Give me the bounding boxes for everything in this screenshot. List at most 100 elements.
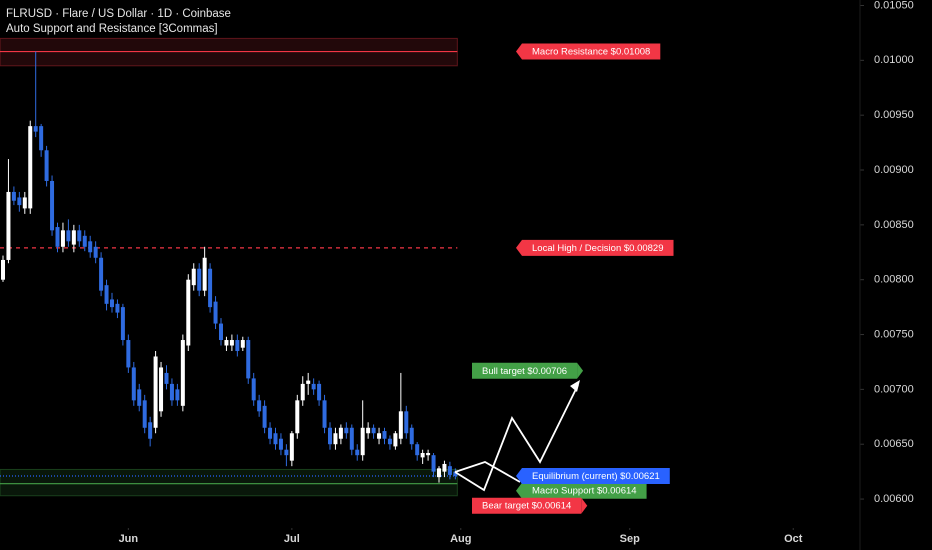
tag-bg xyxy=(516,43,661,60)
candle-body xyxy=(224,340,229,346)
candle-body xyxy=(208,268,213,308)
candle-body xyxy=(33,126,38,132)
y-tick-label: 0.00900 xyxy=(874,164,914,176)
tag-label: Bear target $0.00614 xyxy=(482,501,571,512)
candle-body xyxy=(120,307,125,341)
tag-label: Local High / Decision $0.00829 xyxy=(532,243,664,254)
candle-body xyxy=(82,235,87,247)
price-tag: Bear target $0.00614 xyxy=(472,497,588,514)
candle-body xyxy=(213,301,218,324)
candle-body xyxy=(322,400,327,428)
candle-body xyxy=(164,372,169,384)
candle-body xyxy=(246,340,251,379)
candle-body xyxy=(317,383,322,401)
projection-line xyxy=(454,461,521,483)
y-tick-label: 0.01000 xyxy=(874,54,914,66)
tag-bg xyxy=(516,482,647,499)
candle-body xyxy=(338,427,343,439)
candle-body xyxy=(88,241,93,253)
tag-tip xyxy=(577,362,584,379)
projection-arrow xyxy=(570,380,580,392)
candle-body xyxy=(0,259,5,280)
candle-body xyxy=(93,246,98,258)
candle-body xyxy=(295,400,300,434)
tag-label: Macro Support $0.00614 xyxy=(532,486,637,497)
candle-body xyxy=(262,405,267,428)
candle-body xyxy=(327,427,332,445)
candle-body xyxy=(66,230,71,242)
candle-body xyxy=(50,180,55,231)
price-tag: Macro Support $0.00614 xyxy=(516,482,647,499)
tag-label: Equilibrium (current) $0.00621 xyxy=(532,471,660,482)
candle-body xyxy=(382,431,387,439)
x-tick-label: Sep xyxy=(620,533,640,545)
candle-body xyxy=(360,427,365,456)
candle-body xyxy=(387,438,392,445)
candle-body xyxy=(159,367,164,412)
zone xyxy=(0,468,458,497)
chart-subtitle: Auto Support and Resistance [3Commas] xyxy=(6,23,218,35)
tag-tip xyxy=(581,497,588,514)
candle-body xyxy=(240,340,245,348)
candle-body xyxy=(431,455,436,472)
candle-body xyxy=(186,279,191,346)
candle-body xyxy=(218,323,223,341)
candle-body xyxy=(398,411,403,439)
candle-body xyxy=(289,433,294,461)
candle-body xyxy=(268,427,273,439)
candle-body xyxy=(55,227,60,247)
candle-body xyxy=(420,452,425,458)
candle-body xyxy=(169,383,174,401)
plot-layer: 0.01050 0.01000 0.00950 0.00900 0.00850 0.008… xyxy=(0,0,914,545)
candle-body xyxy=(115,303,120,313)
candle-body xyxy=(11,191,16,201)
price-tag: Equilibrium (current) $0.00621 xyxy=(516,468,670,485)
price-tag: Macro Resistance $0.01008 xyxy=(516,43,661,60)
price-tag: Local High / Decision $0.00829 xyxy=(516,239,674,256)
candle-body xyxy=(17,197,22,206)
candle-body xyxy=(126,340,131,368)
candle-body xyxy=(447,466,452,475)
candle-body xyxy=(104,285,109,304)
candle-body xyxy=(137,389,142,406)
candle-body xyxy=(229,340,234,346)
candle-body xyxy=(60,230,65,247)
candle-body xyxy=(426,452,431,456)
candle-body xyxy=(278,438,283,450)
candle-body xyxy=(409,427,414,445)
candle-body xyxy=(77,230,82,242)
x-tick-label: Aug xyxy=(450,533,471,545)
candle-body xyxy=(306,380,311,384)
y-tick-label: 0.00600 xyxy=(874,493,914,505)
tag-bg xyxy=(516,239,674,256)
candle-body xyxy=(344,427,349,434)
tag-label: Macro Resistance $0.01008 xyxy=(532,47,650,58)
chart-title: FLRUSD · Flare / US Dollar · 1D · Coinba… xyxy=(6,8,231,20)
candle-body xyxy=(404,411,409,434)
y-tick-label: 0.00700 xyxy=(874,383,914,395)
candle-body xyxy=(415,444,420,456)
candle-body xyxy=(39,126,44,151)
candle-body xyxy=(153,356,158,428)
price-tag: Bull target $0.00706 xyxy=(472,362,584,379)
tag-label: Bull target $0.00706 xyxy=(482,366,567,377)
candles xyxy=(0,51,458,483)
candle-body xyxy=(284,449,289,456)
candle-body xyxy=(142,400,147,428)
candle-body xyxy=(22,197,27,209)
candle-body xyxy=(44,150,49,181)
candle-body xyxy=(393,433,398,447)
candle-body xyxy=(202,257,207,291)
candle-body xyxy=(131,367,136,401)
x-tick-label: Jun xyxy=(119,533,139,545)
candle-body xyxy=(377,433,382,439)
tag-bg xyxy=(472,362,578,379)
candle-body xyxy=(235,340,240,351)
candle-body xyxy=(442,463,447,472)
candle-body xyxy=(436,468,441,478)
candle-body xyxy=(300,383,305,401)
candle-body xyxy=(180,340,185,406)
candle-body xyxy=(109,299,114,308)
candle-body xyxy=(273,433,278,445)
